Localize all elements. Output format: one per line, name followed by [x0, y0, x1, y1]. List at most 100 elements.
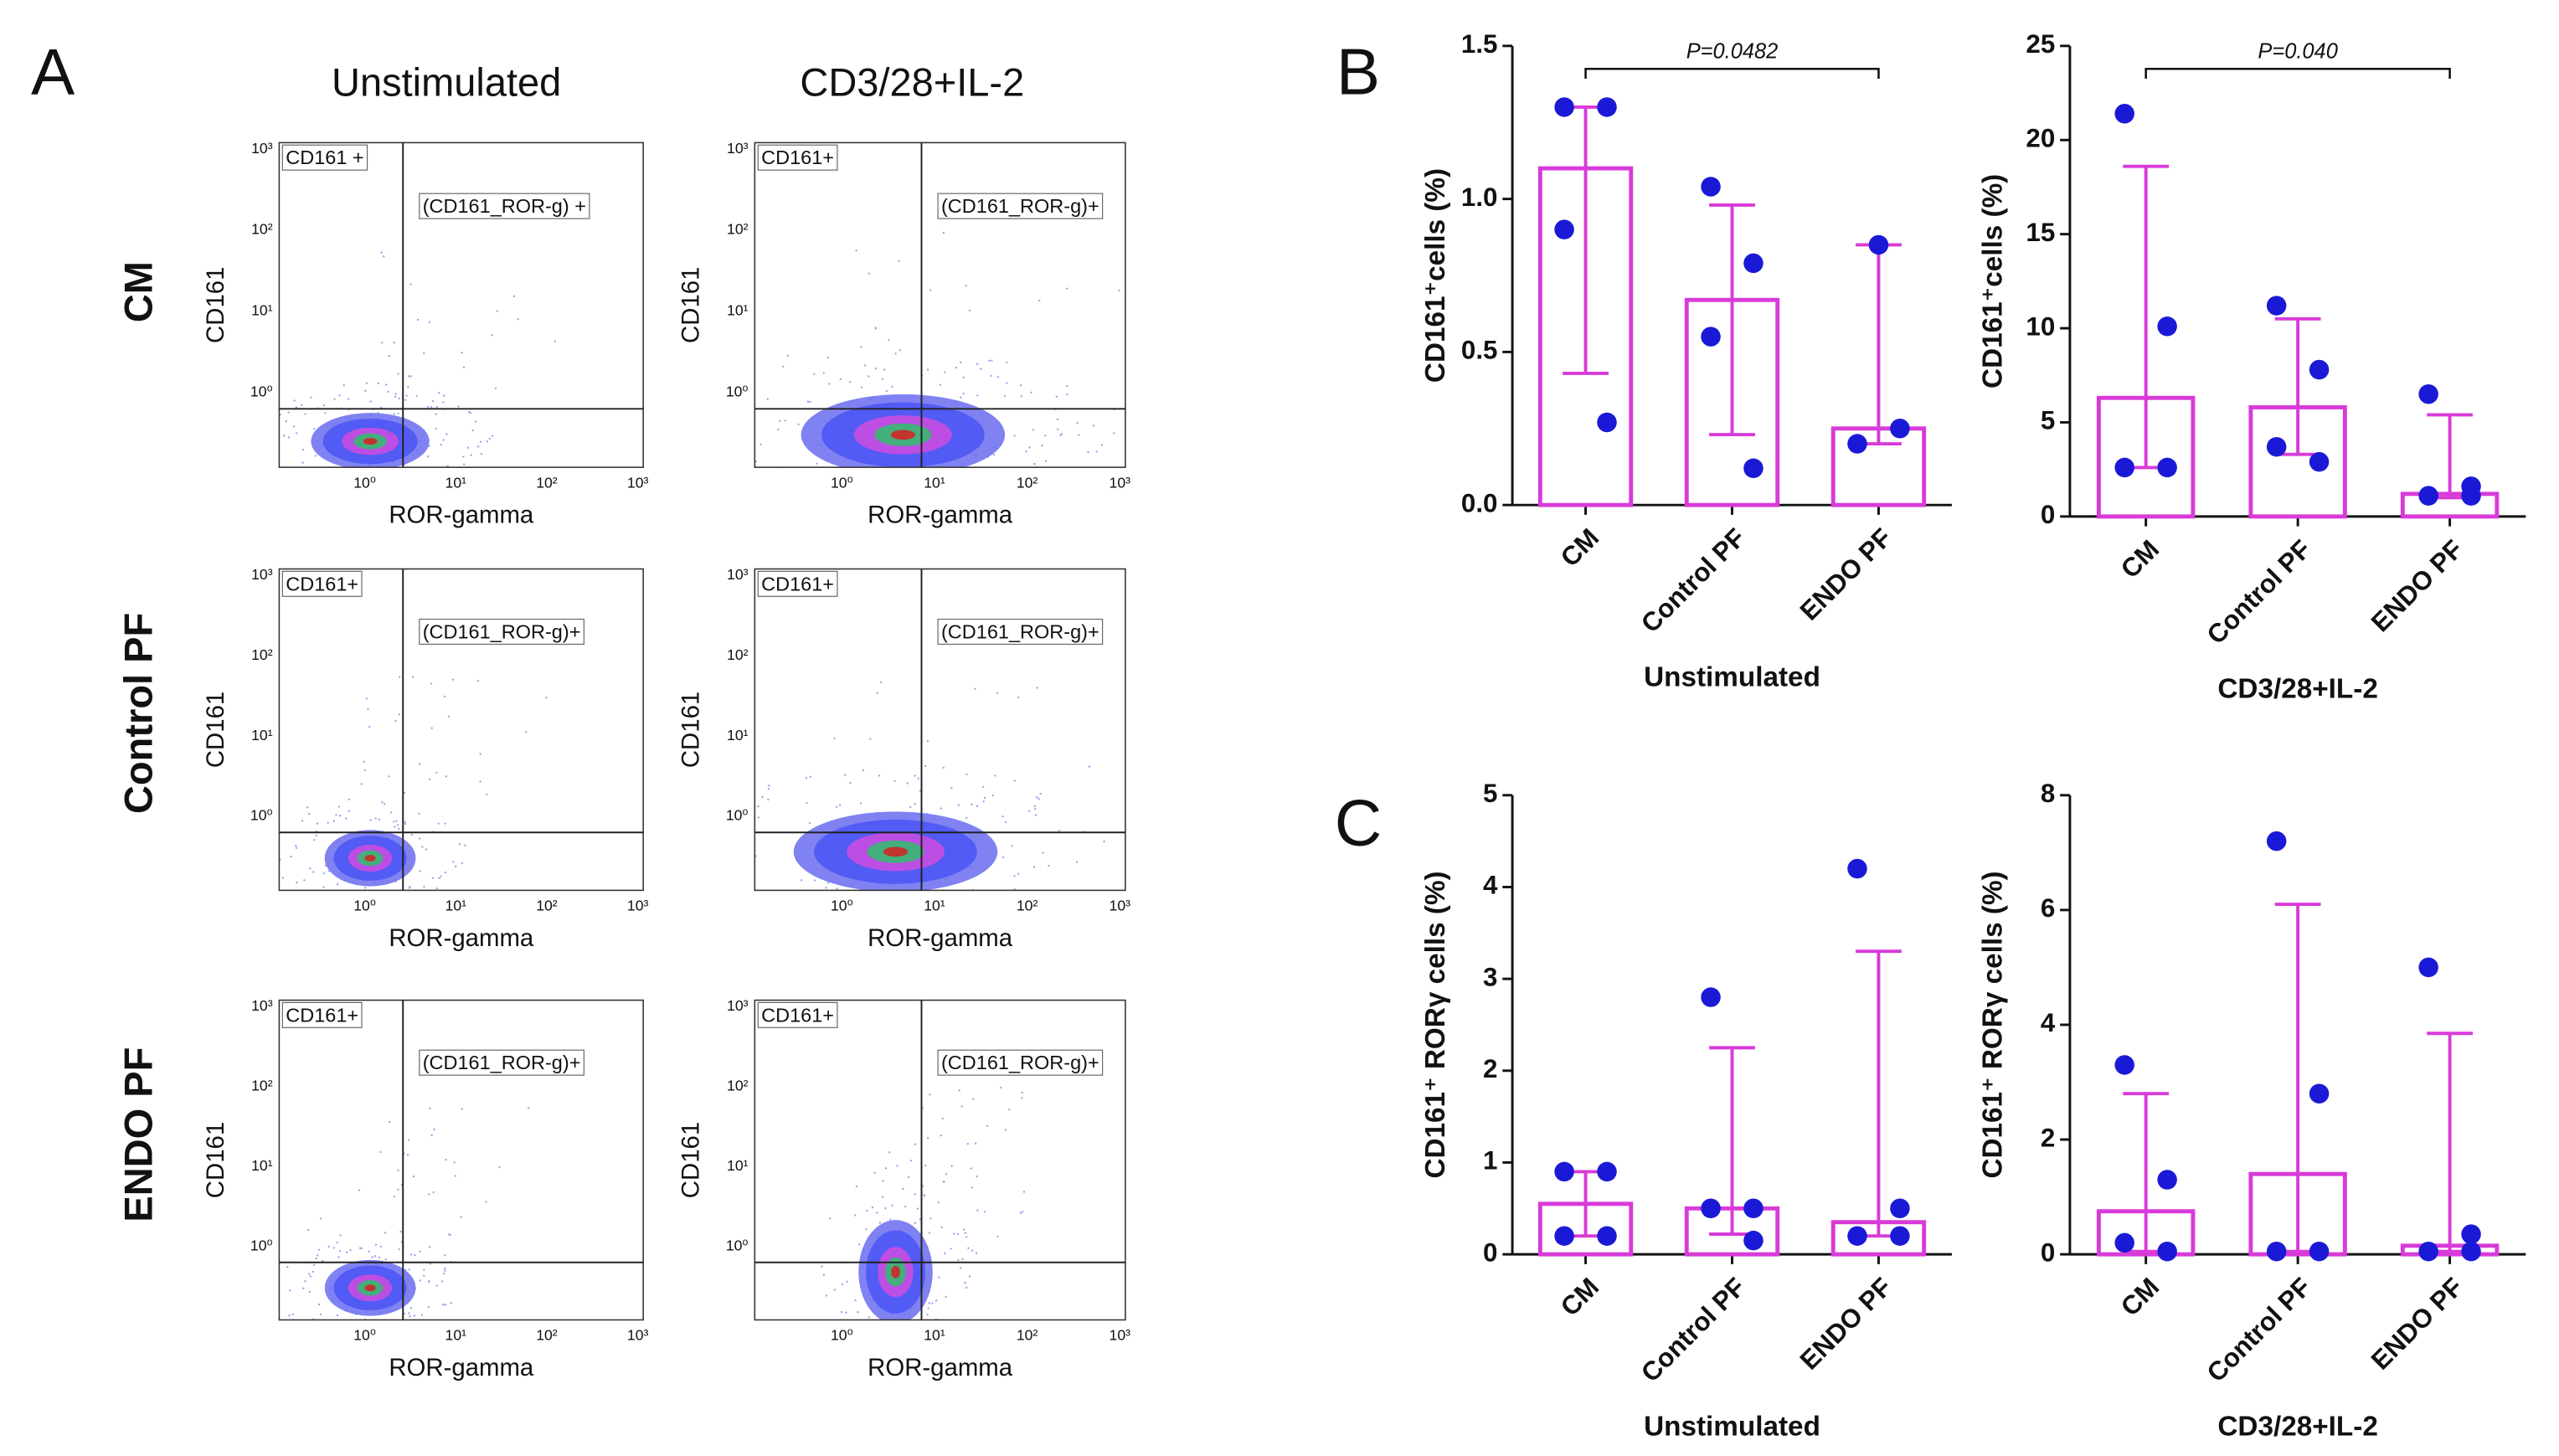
event-dot [290, 855, 292, 858]
event-dot [868, 375, 870, 378]
y-tick-label: 10³ [251, 566, 273, 583]
event-dot [398, 713, 401, 716]
event-dot [429, 1246, 431, 1248]
y-axis-label: CD161 [202, 267, 229, 343]
event-dot [432, 1191, 435, 1194]
event-dot [928, 1302, 930, 1304]
event-dot [404, 821, 406, 823]
event-dot [525, 731, 528, 733]
event-dot [843, 925, 845, 927]
event-dot [734, 457, 736, 459]
event-dot [806, 801, 808, 805]
event-dot [427, 405, 430, 409]
x-tick-label: 10⁰ [831, 1327, 853, 1344]
density-contour [891, 1265, 900, 1279]
density-contour [363, 438, 378, 445]
event-dot [371, 1256, 373, 1258]
row-title: Control PF [116, 613, 160, 814]
event-dot [398, 397, 400, 400]
event-dot [442, 439, 445, 441]
event-dot [399, 676, 401, 678]
event-dot [419, 1279, 422, 1282]
event-dot [750, 885, 752, 887]
event-dot [909, 482, 910, 484]
event-dot [833, 1289, 837, 1291]
event-dot [332, 1247, 335, 1249]
data-point [1701, 987, 1721, 1007]
event-dot [710, 812, 712, 814]
event-dot [423, 1268, 425, 1271]
event-dot [404, 475, 405, 476]
event-dot [957, 1258, 960, 1262]
event-dot [275, 472, 276, 474]
event-dot [517, 318, 519, 321]
density-contour [364, 854, 376, 862]
event-dot [281, 877, 285, 879]
event-dot [980, 368, 982, 370]
event-dot [418, 903, 420, 905]
data-point [2461, 486, 2481, 506]
x-tick-label: 10³ [627, 898, 649, 914]
x-tick-label: 10¹ [445, 1327, 467, 1344]
event-dot [957, 804, 960, 806]
event-dot [317, 1248, 321, 1251]
event-dot [902, 1187, 904, 1190]
event-dot [383, 255, 385, 258]
event-dot [275, 852, 277, 854]
data-point [2418, 1241, 2438, 1262]
event-dot [990, 374, 992, 378]
event-dot [435, 427, 437, 430]
event-dot [832, 1323, 833, 1325]
event-dot [335, 470, 337, 471]
event-dot [1063, 897, 1064, 898]
event-dot [1113, 432, 1115, 435]
event-dot [835, 805, 838, 808]
event-dot [944, 371, 946, 373]
data-point [1890, 419, 1910, 439]
event-dot [313, 839, 316, 841]
event-dot [944, 1252, 946, 1255]
event-dot [342, 383, 345, 387]
event-dot [809, 400, 811, 404]
event-dot [358, 1247, 362, 1249]
event-dot [992, 453, 996, 456]
event-dot [761, 795, 764, 799]
event-dot [1025, 450, 1027, 453]
event-dot [479, 780, 481, 783]
x-tick-label: 10³ [1110, 1327, 1131, 1344]
event-dot [397, 824, 399, 826]
x-tick-label: 10⁰ [831, 474, 853, 491]
event-dot [461, 862, 464, 865]
event-dot [285, 419, 288, 423]
y-tick-label: 1 [1483, 1146, 1497, 1176]
event-dot [397, 412, 399, 415]
event-dot [316, 479, 317, 481]
event-dot [474, 420, 477, 423]
event-dot [407, 1139, 410, 1141]
flow-plot: 10⁰ 10⁰ 10¹ 10¹ 10² 10² 10³ 10³ ROR-gamma CD161 CD… [677, 997, 1130, 1381]
event-dot [286, 1266, 289, 1268]
event-dot [360, 783, 363, 785]
x-tick-label: ENDO PF [1794, 1272, 1897, 1375]
event-dot [1036, 687, 1038, 689]
event-dot [822, 372, 825, 374]
row-title: CM [116, 261, 160, 322]
event-dot [883, 368, 886, 371]
x-tick-label: CM [1555, 522, 1604, 572]
event-dot [430, 406, 433, 409]
gate-label: CD161+ [286, 1004, 358, 1026]
data-point [1743, 458, 1763, 479]
event-dot [880, 681, 883, 684]
event-dot [929, 289, 932, 291]
gate-label: (CD161_ROR-g)+ [941, 195, 1099, 217]
event-dot [968, 309, 971, 312]
event-dot [413, 1315, 415, 1317]
event-dot [443, 695, 446, 698]
event-dot [1019, 1212, 1022, 1214]
event-dot [428, 778, 431, 781]
y-axis-label: CD161⁺ RORγ cells (%) [1978, 871, 2009, 1178]
event-dot [381, 800, 384, 804]
event-dot [1013, 435, 1016, 437]
event-dot [428, 468, 430, 470]
event-dot [1041, 444, 1043, 447]
